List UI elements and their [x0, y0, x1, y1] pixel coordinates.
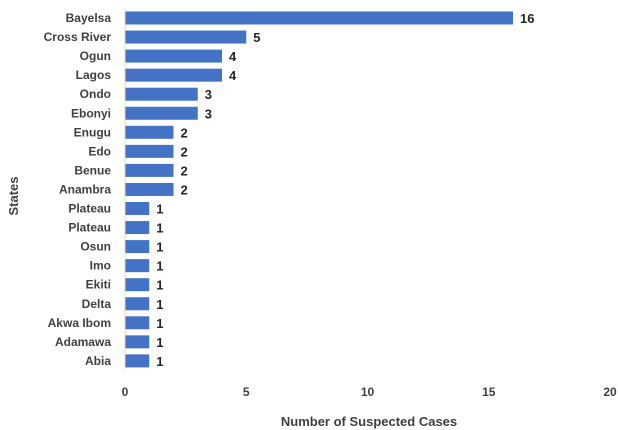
bar — [125, 69, 222, 82]
x-axis-title: Number of Suspected Cases — [281, 414, 457, 429]
bar — [125, 335, 149, 348]
category-label: Plateau — [68, 221, 111, 235]
category-label: Osun — [80, 240, 111, 254]
data-label: 1 — [156, 354, 163, 369]
data-label: 4 — [229, 68, 237, 83]
category-label: Lagos — [76, 68, 112, 82]
category-label: Plateau — [68, 202, 111, 216]
bar — [125, 278, 149, 291]
bar — [125, 202, 149, 215]
category-label: Edo — [88, 144, 111, 158]
bar — [125, 240, 149, 253]
data-label: 1 — [156, 259, 163, 274]
bar — [125, 354, 149, 367]
category-label: Delta — [82, 297, 112, 311]
bar — [125, 12, 513, 25]
bar — [125, 221, 149, 234]
bar — [125, 145, 174, 158]
data-label: 2 — [181, 182, 188, 197]
data-label: 16 — [520, 11, 534, 26]
bar — [125, 50, 222, 63]
data-label: 1 — [156, 335, 163, 350]
category-label: Abia — [85, 354, 111, 368]
x-tick-label: 10 — [361, 385, 375, 399]
data-label: 4 — [229, 49, 237, 64]
x-tick-label: 0 — [122, 385, 129, 399]
bar — [125, 31, 246, 44]
bar — [125, 259, 149, 272]
x-axis-ticks: 0 5 10 15 20 — [122, 385, 617, 399]
category-label: Anambra — [59, 182, 111, 196]
x-tick-label: 15 — [482, 385, 496, 399]
bar — [125, 88, 198, 101]
data-label: 3 — [205, 106, 212, 121]
bar — [125, 126, 174, 139]
category-label: Adamawa — [55, 335, 111, 349]
data-label: 5 — [253, 30, 260, 45]
bar — [125, 316, 149, 329]
data-label: 1 — [156, 297, 163, 312]
bar — [125, 297, 149, 310]
bar — [125, 183, 174, 196]
data-label: 2 — [181, 163, 188, 178]
x-tick-label: 5 — [243, 385, 250, 399]
category-label: Ogun — [80, 49, 111, 63]
bar — [125, 107, 198, 120]
data-label: 2 — [181, 125, 188, 140]
data-label: 3 — [205, 87, 212, 102]
data-label: 1 — [156, 278, 163, 293]
data-label: 1 — [156, 221, 163, 236]
category-label: Benue — [74, 163, 111, 177]
data-label: 2 — [181, 144, 188, 159]
value-labels: 16 5 4 4 3 3 2 2 2 2 1 1 1 1 1 1 1 1 1 — [156, 11, 534, 369]
category-label: Ondo — [80, 87, 111, 101]
bar — [125, 164, 174, 177]
data-label: 1 — [156, 316, 163, 331]
data-label: 1 — [156, 240, 163, 255]
x-tick-label: 20 — [603, 385, 617, 399]
category-label: Enugu — [74, 125, 111, 139]
category-label: Imo — [90, 259, 111, 273]
data-label: 1 — [156, 202, 163, 217]
category-labels: Bayelsa Cross River Ogun Lagos Ondo Ebonyi Enu… — [44, 11, 112, 368]
category-label: Cross River — [44, 30, 112, 44]
category-label: Ekiti — [86, 278, 111, 292]
category-label: Ebonyi — [71, 106, 111, 120]
y-axis-title: States — [6, 176, 21, 215]
category-label: Akwa Ibom — [48, 316, 111, 330]
category-label: Bayelsa — [66, 11, 112, 25]
